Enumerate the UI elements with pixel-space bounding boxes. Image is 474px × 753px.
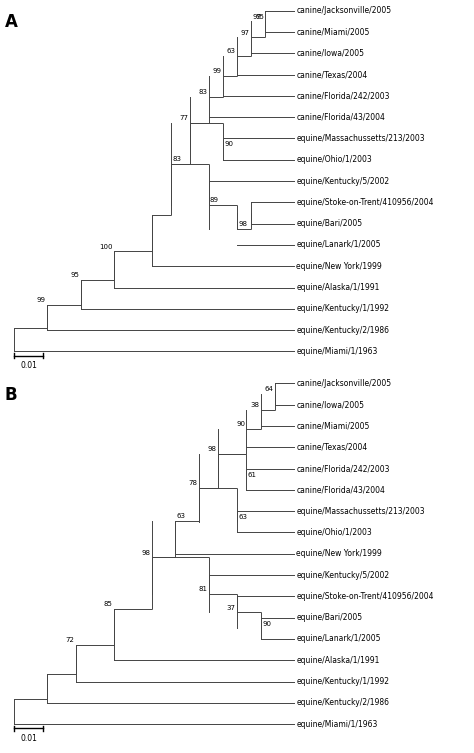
- Text: 98: 98: [141, 550, 150, 556]
- Text: equine/Kentucky/1/1992: equine/Kentucky/1/1992: [296, 304, 389, 313]
- Text: A: A: [5, 13, 18, 31]
- Text: equine/Miami/1/1963: equine/Miami/1/1963: [296, 347, 378, 356]
- Text: equine/Ohio/1/2003: equine/Ohio/1/2003: [296, 155, 372, 164]
- Text: canine/Florida/242/2003: canine/Florida/242/2003: [296, 464, 390, 473]
- Text: canine/Florida/43/2004: canine/Florida/43/2004: [296, 486, 385, 495]
- Text: 77: 77: [179, 115, 188, 121]
- Text: 83: 83: [172, 156, 181, 162]
- Text: 90: 90: [224, 142, 233, 148]
- Text: equine/Alaska/1/1991: equine/Alaska/1/1991: [296, 656, 380, 665]
- Text: equine/Bari/2005: equine/Bari/2005: [296, 613, 363, 622]
- Text: 99: 99: [37, 297, 46, 303]
- Text: canine/Florida/43/2004: canine/Florida/43/2004: [296, 113, 385, 122]
- Text: equine/Ohio/1/2003: equine/Ohio/1/2003: [296, 528, 372, 537]
- Text: 61: 61: [248, 471, 257, 477]
- Text: equine/Stoke-on-Trent/410956/2004: equine/Stoke-on-Trent/410956/2004: [296, 198, 434, 207]
- Text: 90: 90: [262, 620, 271, 626]
- Text: equine/Kentucky/2/1986: equine/Kentucky/2/1986: [296, 325, 389, 334]
- Text: equine/Kentucky/5/2002: equine/Kentucky/5/2002: [296, 176, 389, 185]
- Text: 0.01: 0.01: [20, 361, 37, 370]
- Text: equine/Massachussetts/213/2003: equine/Massachussetts/213/2003: [296, 507, 425, 516]
- Text: 63: 63: [177, 513, 186, 519]
- Text: 98: 98: [238, 221, 247, 227]
- Text: equine/Lanark/1/2005: equine/Lanark/1/2005: [296, 635, 381, 644]
- Text: 38: 38: [250, 402, 259, 408]
- Text: 95: 95: [70, 273, 79, 279]
- Text: 81: 81: [198, 586, 207, 592]
- Text: equine/Massachussetts/213/2003: equine/Massachussetts/213/2003: [296, 134, 425, 143]
- Text: 85: 85: [103, 601, 112, 607]
- Text: 83: 83: [198, 89, 207, 95]
- Text: 89: 89: [210, 197, 219, 203]
- Text: 78: 78: [189, 480, 198, 486]
- Text: 75: 75: [255, 14, 264, 20]
- Text: canine/Miami/2005: canine/Miami/2005: [296, 27, 370, 36]
- Text: canine/Texas/2004: canine/Texas/2004: [296, 70, 367, 79]
- Text: canine/Florida/242/2003: canine/Florida/242/2003: [296, 91, 390, 100]
- Text: equine/New York/1999: equine/New York/1999: [296, 262, 382, 271]
- Text: canine/Iowa/2005: canine/Iowa/2005: [296, 49, 364, 58]
- Text: 99: 99: [253, 14, 262, 20]
- Text: canine/Jacksonville/2005: canine/Jacksonville/2005: [296, 6, 392, 15]
- Text: B: B: [5, 386, 18, 404]
- Text: 99: 99: [212, 69, 221, 75]
- Text: equine/Kentucky/2/1986: equine/Kentucky/2/1986: [296, 698, 389, 707]
- Text: 63: 63: [238, 514, 247, 520]
- Text: equine/Stoke-on-Trent/410956/2004: equine/Stoke-on-Trent/410956/2004: [296, 592, 434, 601]
- Text: 0.01: 0.01: [20, 733, 37, 742]
- Text: equine/Lanark/1/2005: equine/Lanark/1/2005: [296, 240, 381, 249]
- Text: equine/Bari/2005: equine/Bari/2005: [296, 219, 363, 228]
- Text: 90: 90: [236, 421, 245, 427]
- Text: equine/Miami/1/1963: equine/Miami/1/1963: [296, 720, 378, 729]
- Text: equine/New York/1999: equine/New York/1999: [296, 549, 382, 558]
- Text: 63: 63: [227, 48, 236, 54]
- Text: 100: 100: [99, 244, 112, 249]
- Text: canine/Miami/2005: canine/Miami/2005: [296, 422, 370, 431]
- Text: equine/Kentucky/1/1992: equine/Kentucky/1/1992: [296, 677, 389, 686]
- Text: canine/Iowa/2005: canine/Iowa/2005: [296, 400, 364, 409]
- Text: canine/Texas/2004: canine/Texas/2004: [296, 443, 367, 452]
- Text: equine/Alaska/1/1991: equine/Alaska/1/1991: [296, 283, 380, 292]
- Text: 37: 37: [227, 605, 236, 611]
- Text: 72: 72: [65, 638, 74, 644]
- Text: 98: 98: [208, 447, 217, 453]
- Text: 64: 64: [264, 386, 273, 392]
- Text: equine/Kentucky/5/2002: equine/Kentucky/5/2002: [296, 571, 389, 580]
- Text: 97: 97: [241, 29, 250, 35]
- Text: canine/Jacksonville/2005: canine/Jacksonville/2005: [296, 379, 392, 388]
